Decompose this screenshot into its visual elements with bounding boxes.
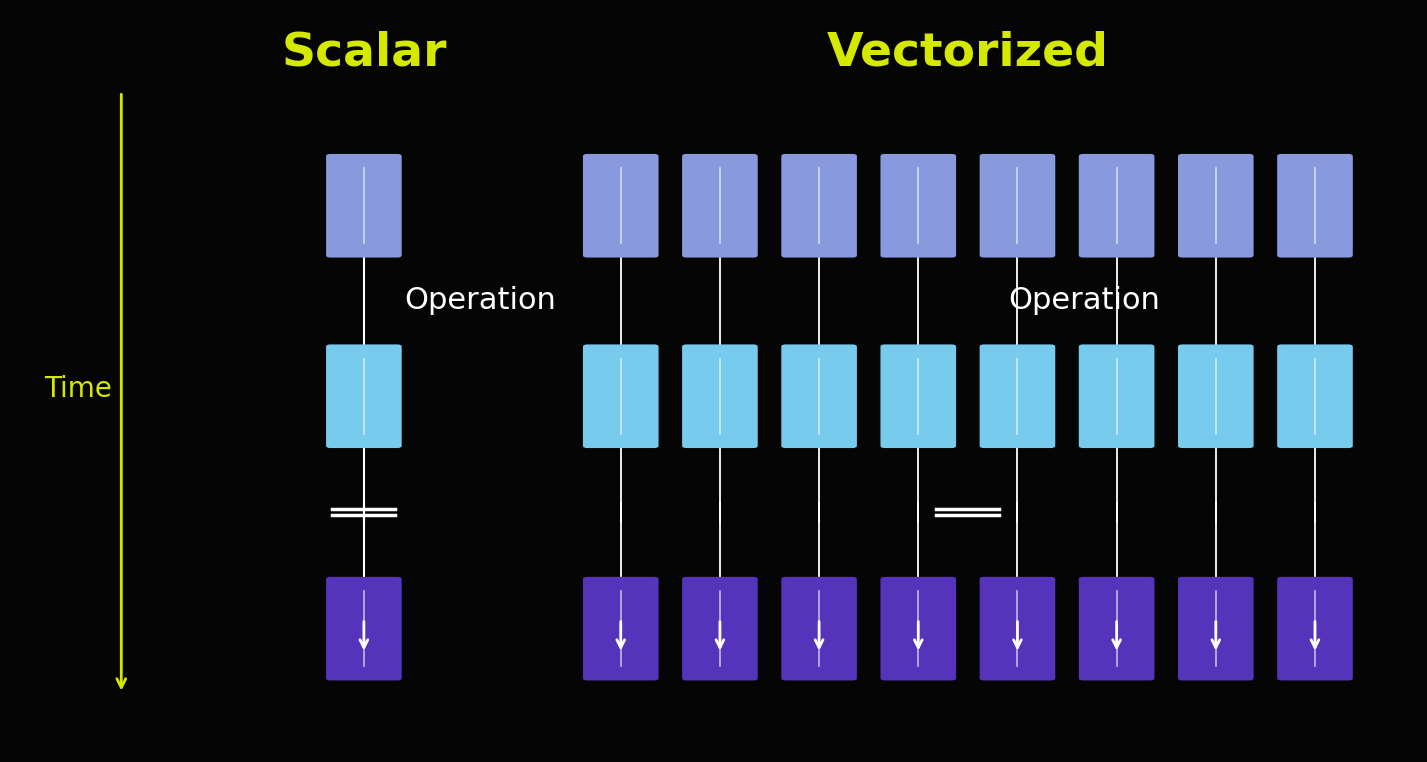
- FancyBboxPatch shape: [582, 344, 658, 448]
- FancyBboxPatch shape: [1179, 344, 1254, 448]
- Text: Vectorized: Vectorized: [826, 30, 1109, 76]
- FancyBboxPatch shape: [682, 344, 758, 448]
- FancyBboxPatch shape: [1079, 154, 1154, 258]
- FancyBboxPatch shape: [325, 344, 402, 448]
- FancyBboxPatch shape: [782, 154, 858, 258]
- FancyBboxPatch shape: [1179, 577, 1254, 680]
- Text: Operation: Operation: [405, 287, 557, 315]
- FancyBboxPatch shape: [1277, 154, 1353, 258]
- Text: Time: Time: [44, 375, 113, 402]
- FancyBboxPatch shape: [782, 577, 858, 680]
- FancyBboxPatch shape: [1277, 344, 1353, 448]
- FancyBboxPatch shape: [1079, 344, 1154, 448]
- FancyBboxPatch shape: [980, 577, 1056, 680]
- FancyBboxPatch shape: [782, 344, 858, 448]
- FancyBboxPatch shape: [880, 154, 956, 258]
- FancyBboxPatch shape: [1179, 154, 1254, 258]
- Text: Scalar: Scalar: [281, 30, 447, 76]
- FancyBboxPatch shape: [682, 577, 758, 680]
- FancyBboxPatch shape: [682, 154, 758, 258]
- FancyBboxPatch shape: [980, 154, 1056, 258]
- Text: Operation: Operation: [1009, 287, 1160, 315]
- FancyBboxPatch shape: [880, 577, 956, 680]
- FancyBboxPatch shape: [325, 154, 402, 258]
- FancyBboxPatch shape: [980, 344, 1056, 448]
- FancyBboxPatch shape: [880, 344, 956, 448]
- FancyBboxPatch shape: [582, 154, 658, 258]
- FancyBboxPatch shape: [1079, 577, 1154, 680]
- FancyBboxPatch shape: [325, 577, 402, 680]
- FancyBboxPatch shape: [582, 577, 658, 680]
- FancyBboxPatch shape: [1277, 577, 1353, 680]
